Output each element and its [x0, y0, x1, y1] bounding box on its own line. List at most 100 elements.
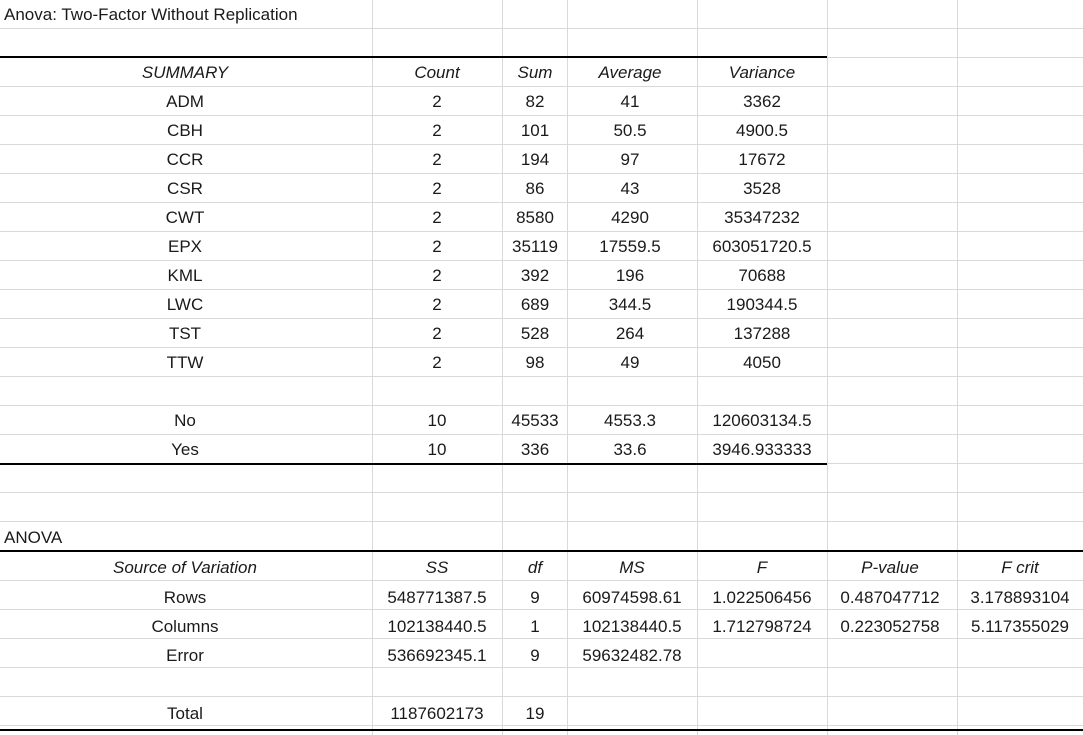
summary-label-cell[interactable]: TST: [168, 324, 202, 343]
variance-cell[interactable]: 137288: [733, 324, 791, 343]
count-cell[interactable]: 2: [432, 150, 442, 169]
summary-label-cell[interactable]: CSR: [167, 179, 203, 198]
count-cell[interactable]: 10: [427, 411, 447, 430]
summary-row: CCR 2 194 97 17672: [0, 145, 1083, 174]
average-cell[interactable]: 4553.3: [604, 411, 656, 430]
anova-title[interactable]: Anova: Two-Factor Without Replication: [4, 5, 298, 24]
average-cell[interactable]: 17559.5: [599, 237, 661, 256]
header-summary-label[interactable]: SUMMARY: [141, 63, 229, 82]
average-cell[interactable]: 50.5: [613, 121, 647, 140]
summary-label-cell[interactable]: EPX: [167, 237, 203, 256]
ms-cell[interactable]: 59632482.78: [582, 646, 682, 665]
f-crit-cell[interactable]: 3.178893104: [970, 588, 1070, 607]
header-average[interactable]: Average: [598, 63, 662, 82]
df-cell[interactable]: 9: [530, 646, 540, 665]
ss-cell[interactable]: 102138440.5: [387, 617, 487, 636]
f-crit-cell[interactable]: 5.117355029: [970, 617, 1069, 636]
summary-label-cell[interactable]: Yes: [171, 440, 199, 459]
average-cell[interactable]: 4290: [611, 208, 649, 227]
sum-cell[interactable]: 528: [520, 324, 550, 343]
summary-label-cell[interactable]: TTW: [166, 353, 204, 372]
header-p-value[interactable]: P-value: [861, 558, 919, 577]
variance-cell[interactable]: 3528: [743, 179, 781, 198]
average-cell[interactable]: 264: [615, 324, 645, 343]
header-variance[interactable]: Variance: [728, 63, 796, 82]
header-source[interactable]: Source of Variation: [113, 558, 257, 577]
header-f-crit[interactable]: F crit: [1001, 558, 1039, 577]
count-cell[interactable]: 2: [432, 208, 442, 227]
header-ss[interactable]: SS: [425, 558, 449, 577]
average-cell[interactable]: 33.6: [613, 440, 647, 459]
average-cell[interactable]: 97: [620, 150, 640, 169]
p-value-cell[interactable]: [828, 641, 952, 670]
count-cell[interactable]: 2: [432, 324, 442, 343]
average-cell[interactable]: 196: [615, 266, 645, 285]
sum-cell[interactable]: 82: [525, 92, 545, 111]
variance-cell[interactable]: 190344.5: [726, 295, 798, 314]
variance-cell[interactable]: 70688: [738, 266, 786, 285]
count-cell[interactable]: 2: [432, 92, 442, 111]
count-cell[interactable]: 2: [432, 237, 442, 256]
summary-label-cell[interactable]: No: [174, 411, 196, 430]
sum-cell[interactable]: 8580: [516, 208, 554, 227]
count-cell[interactable]: 2: [432, 121, 442, 140]
p-value-cell[interactable]: 0.223052758: [840, 617, 940, 636]
variance-cell[interactable]: 4050: [743, 353, 781, 372]
count-cell[interactable]: 2: [432, 353, 442, 372]
source-total-cell[interactable]: Total: [167, 704, 203, 723]
ss-total-cell[interactable]: 1187602173: [390, 704, 484, 723]
source-cell[interactable]: Columns: [151, 617, 219, 636]
df-cell[interactable]: 9: [530, 588, 540, 607]
average-cell[interactable]: 344.5: [608, 295, 652, 314]
header-sum[interactable]: Sum: [517, 63, 553, 82]
f-cell[interactable]: 1.022506456: [712, 588, 812, 607]
ms-cell[interactable]: 102138440.5: [582, 617, 682, 636]
variance-cell[interactable]: 3362: [743, 92, 781, 111]
summary-label-cell[interactable]: KML: [167, 266, 203, 285]
ss-cell[interactable]: 548771387.5: [387, 588, 487, 607]
ms-cell[interactable]: 60974598.61: [582, 588, 682, 607]
summary-label-cell[interactable]: LWC: [166, 295, 204, 314]
count-cell[interactable]: 10: [427, 440, 447, 459]
average-cell[interactable]: 49: [620, 353, 640, 372]
sum-cell[interactable]: 101: [520, 121, 550, 140]
f-cell[interactable]: 1.712798724: [712, 617, 812, 636]
source-cell[interactable]: Rows: [163, 588, 207, 607]
df-total-cell[interactable]: 19: [525, 704, 545, 723]
variance-cell[interactable]: 4900.5: [736, 121, 788, 140]
f-cell[interactable]: [700, 641, 824, 670]
p-value-cell[interactable]: 0.487047712: [840, 588, 940, 607]
sum-cell[interactable]: 45533: [511, 411, 559, 430]
count-cell[interactable]: 2: [432, 179, 442, 198]
sum-cell[interactable]: 689: [520, 295, 550, 314]
sum-cell[interactable]: 194: [520, 150, 550, 169]
summary-label-cell[interactable]: CCR: [166, 150, 204, 169]
variance-cell[interactable]: 35347232: [724, 208, 800, 227]
sum-cell[interactable]: 98: [525, 353, 545, 372]
average-cell[interactable]: 43: [620, 179, 640, 198]
sum-cell[interactable]: 336: [520, 440, 550, 459]
summary-label-cell[interactable]: CWT: [165, 208, 205, 227]
count-cell[interactable]: 2: [432, 266, 442, 285]
summary-label-cell[interactable]: CBH: [167, 121, 203, 140]
variance-cell[interactable]: 120603134.5: [712, 411, 812, 430]
header-count[interactable]: Count: [414, 63, 460, 82]
sum-cell[interactable]: 35119: [511, 237, 558, 256]
df-cell[interactable]: 1: [530, 617, 540, 636]
summary-label-cell[interactable]: ADM: [166, 92, 204, 111]
variance-cell[interactable]: 603051720.5: [712, 237, 812, 256]
source-cell[interactable]: Error: [166, 646, 204, 665]
anova-section-label[interactable]: ANOVA: [4, 528, 63, 547]
sum-cell[interactable]: 86: [525, 179, 545, 198]
f-crit-cell[interactable]: [958, 641, 1082, 670]
header-df[interactable]: df: [527, 558, 543, 577]
count-cell[interactable]: 2: [432, 295, 442, 314]
variance-cell[interactable]: 3946.933333: [712, 440, 812, 459]
header-f[interactable]: F: [756, 558, 768, 577]
variance-cell[interactable]: 17672: [738, 150, 786, 169]
sum-cell[interactable]: 392: [520, 266, 550, 285]
ss-cell[interactable]: 536692345.1: [387, 646, 487, 665]
average-cell[interactable]: 41: [620, 92, 640, 111]
header-ms[interactable]: MS: [619, 558, 645, 577]
